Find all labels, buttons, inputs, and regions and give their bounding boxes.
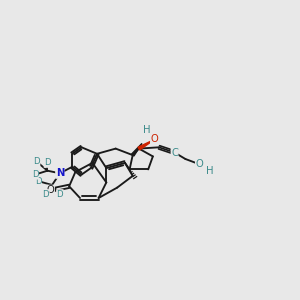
Text: D: D: [33, 157, 40, 166]
Text: D: D: [56, 190, 63, 199]
Text: H: H: [206, 166, 214, 176]
Text: H: H: [143, 125, 150, 135]
Polygon shape: [138, 140, 154, 150]
Text: C: C: [171, 148, 178, 158]
Text: O: O: [151, 134, 158, 145]
Text: D: D: [44, 158, 51, 167]
Text: N: N: [56, 168, 64, 178]
Text: O: O: [196, 159, 203, 169]
Text: D: D: [32, 170, 38, 179]
Text: O: O: [47, 185, 54, 195]
Polygon shape: [131, 143, 142, 156]
Text: D: D: [35, 177, 41, 186]
Text: D: D: [43, 190, 49, 199]
